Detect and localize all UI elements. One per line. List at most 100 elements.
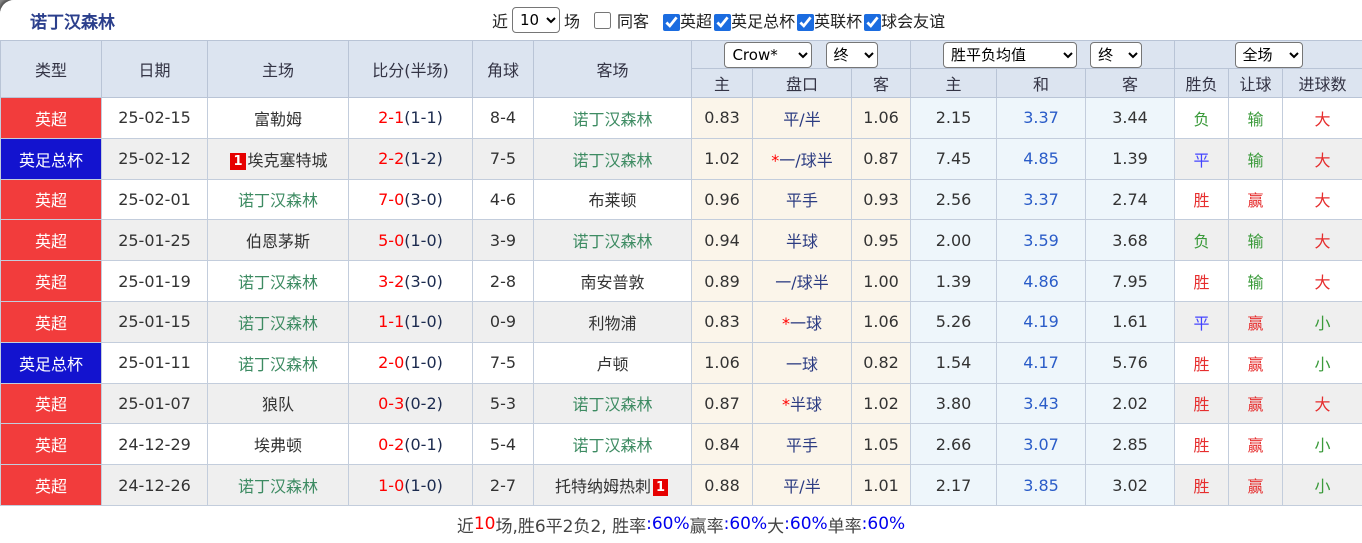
handicap-cell: *半球: [752, 382, 852, 425]
same-away-checkbox[interactable]: [594, 11, 612, 29]
sub-header-row: 主 盘口 客 主 和 客 胜负 让球 进球数: [1, 68, 1362, 98]
team-name: 诺丁汉森林: [237, 477, 318, 497]
league-filter-label: 球会友谊: [881, 12, 946, 31]
away-team-cell: 诺丁汉森林: [533, 423, 692, 466]
goals-result-cell: 小: [1282, 300, 1362, 343]
sub-header-handicap: 盘口: [752, 68, 852, 98]
odds-home-cell: 0.96: [691, 178, 753, 221]
avg-time-select[interactable]: 终: [1090, 41, 1143, 68]
avg-home-cell: 2.66: [910, 423, 998, 466]
odds-home-cell: 1.02: [691, 137, 753, 180]
date-cell: 24-12-26: [101, 464, 208, 506]
team-name: 诺丁汉森林: [572, 436, 653, 456]
scope-select[interactable]: 全场: [1234, 41, 1303, 68]
home-team-cell: 埃弗顿: [207, 423, 349, 466]
corners-cell: 5-3: [472, 382, 534, 425]
avg-away-cell: 2.74: [1085, 178, 1176, 221]
match-row: 英超 24-12-26 诺丁汉森林 1-0(1-0) 2-7 托特纳姆热刺 1 0.88 平/半…: [0, 464, 1362, 506]
handicap-text: 平手: [785, 436, 818, 456]
footer-stat-segment: :60%: [861, 514, 906, 535]
fulltime-score: 7-0: [378, 189, 405, 209]
footer-stat-segment: :60%: [723, 514, 768, 535]
halftime-score: (0-1): [404, 434, 443, 454]
date-cell: 25-02-01: [101, 178, 208, 221]
match-row: 英超 25-01-15 诺丁汉森林 1-1(1-0) 0-9 利物浦 0.83 *一球 1.06…: [0, 300, 1362, 343]
handicap-text: 一/球半: [779, 150, 833, 170]
col-header-home: 主场: [207, 40, 349, 98]
footer-stat-segment: 近: [456, 516, 474, 537]
corners-cell: 2-8: [472, 260, 534, 302]
result-cell: 负: [1174, 97, 1230, 139]
handicap-result-cell: 赢: [1228, 382, 1284, 425]
league-cell: 英超: [0, 300, 102, 343]
away-team-cell: 诺丁汉森林: [533, 382, 692, 425]
match-row: 英超 25-01-19 诺丁汉森林 3-2(3-0) 2-8 南安普敦 0.89 一/球半 1.…: [0, 260, 1362, 302]
league-filter-label: 英联杯: [814, 12, 863, 31]
home-team-cell: 诺丁汉森林: [207, 178, 349, 221]
team-name: 诺丁汉森林: [572, 232, 653, 252]
handicap-text: 半球: [789, 395, 822, 415]
team-name: 布莱顿: [588, 191, 637, 211]
fulltime-score: 2-0: [378, 353, 405, 373]
team-name: 诺丁汉森林: [237, 354, 318, 374]
league-filter-label: 英超: [680, 12, 713, 31]
sub-header-odds-away: 客: [850, 68, 912, 98]
odds-home-cell: 0.83: [691, 300, 753, 343]
corners-cell: 7-5: [472, 341, 534, 384]
league-filter-checkbox[interactable]: [864, 14, 882, 31]
fulltime-score: 1-1: [378, 312, 405, 332]
league-cell: 英超: [0, 219, 102, 262]
goals-result-cell: 大: [1282, 219, 1362, 262]
team-name: 狼队: [261, 395, 294, 415]
bookmaker-select[interactable]: Crow*: [724, 41, 813, 68]
table-body: 英超 25-02-15 富勒姆 2-1(1-1) 8-4 诺丁汉森林 0.83 平/半 1.06…: [0, 97, 1362, 506]
handicap-result-cell: 输: [1228, 260, 1284, 302]
league-filter-checkbox[interactable]: [797, 14, 815, 31]
team-name: 诺丁汉森林: [237, 191, 318, 211]
avg-away-cell: 3.44: [1085, 97, 1176, 139]
avg-draw-cell: 3.37: [996, 97, 1087, 139]
team-name: 利物浦: [588, 313, 637, 333]
match-row: 英超 25-02-15 富勒姆 2-1(1-1) 8-4 诺丁汉森林 0.83 平/半 1.06…: [0, 97, 1362, 139]
odds-home-cell: 0.84: [691, 423, 753, 466]
star-marker: *: [781, 395, 790, 415]
team-name: 诺丁汉森林: [572, 395, 653, 415]
league-cell: 英足总杯: [0, 341, 102, 384]
league-filter-checkbox[interactable]: [663, 14, 681, 31]
avg-draw-cell: 4.86: [996, 260, 1087, 302]
handicap-text: 一/球半: [775, 273, 829, 293]
handicap-text: 一球: [789, 313, 822, 333]
fulltime-score: 2-2: [378, 149, 405, 169]
avg-away-cell: 1.61: [1085, 300, 1176, 343]
halftime-score: (1-0): [404, 312, 443, 332]
fulltime-score: 0-2: [378, 434, 405, 454]
handicap-result-cell: 赢: [1228, 341, 1284, 384]
league-cell: 英超: [0, 382, 102, 425]
match-row: 英足总杯 25-02-12 1 埃克塞特城 2-2(1-2) 7-5 诺丁汉森林 1.02 *一…: [0, 137, 1362, 180]
odds-away-cell: 1.06: [850, 300, 912, 343]
odds-away-cell: 1.00: [850, 260, 912, 302]
star-marker: *: [781, 313, 790, 333]
team-name: 卢顿: [596, 354, 629, 374]
match-count-select[interactable]: 10: [512, 7, 561, 33]
footer-stat-segment: 单率: [827, 516, 862, 537]
footer-stat-segment: 赢率: [689, 516, 724, 537]
table-header: 类型 日期 主场 比分(半场) 角球 客场 Crow* 终 胜平负均值 终 全场: [0, 40, 1362, 98]
sub-header-handicap-result: 让球: [1228, 68, 1284, 98]
league-filter-checkbox[interactable]: [714, 14, 732, 31]
halftime-score: (1-0): [404, 475, 443, 495]
match-row: 英超 25-01-07 狼队 0-3(0-2) 5-3 诺丁汉森林 0.87 *半球 1.02 3…: [0, 382, 1362, 425]
score-cell: 3-2(3-0): [348, 260, 473, 302]
score-cell: 0-2(0-1): [348, 423, 473, 466]
avg-metric-select[interactable]: 胜平负均值: [942, 41, 1077, 68]
handicap-result-cell: 输: [1228, 97, 1284, 139]
avg-draw-cell: 3.85: [996, 464, 1087, 506]
corners-cell: 8-4: [472, 97, 534, 139]
handicap-result-cell: 输: [1228, 137, 1284, 180]
result-cell: 平: [1174, 300, 1230, 343]
odds-time-select[interactable]: 终: [825, 41, 878, 68]
team-name: 埃弗顿: [253, 436, 302, 456]
handicap-result-cell: 赢: [1228, 300, 1284, 343]
handicap-text: 一球: [785, 354, 818, 374]
avg-away-cell: 3.02: [1085, 464, 1176, 506]
